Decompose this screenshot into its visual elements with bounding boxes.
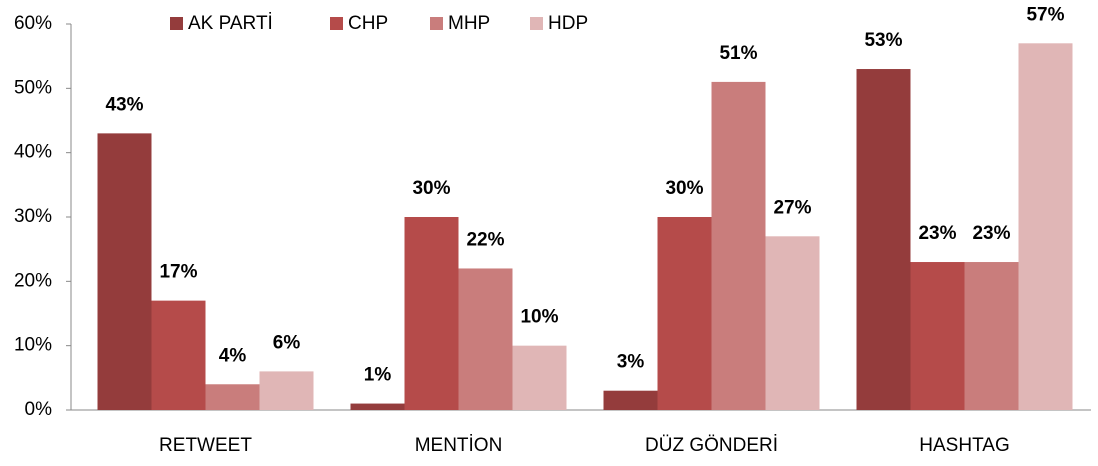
- x-tick-label: DÜZ GÖNDERİ: [645, 435, 778, 456]
- legend-swatch: [170, 17, 183, 30]
- bar: [657, 217, 712, 410]
- bar: [458, 268, 513, 410]
- x-tick-label: HASHTAG: [919, 435, 1009, 456]
- data-label: 51%: [719, 43, 757, 64]
- bar: [910, 262, 965, 410]
- x-tick-label: RETWEET: [159, 435, 252, 456]
- legend-label: MHP: [448, 13, 490, 34]
- bar: [711, 81, 766, 411]
- data-label: 27%: [773, 197, 811, 218]
- data-label: 57%: [1026, 4, 1064, 25]
- bar: [512, 345, 567, 410]
- data-label: 30%: [412, 178, 450, 199]
- bar: [97, 133, 152, 410]
- data-label: 3%: [617, 352, 645, 373]
- y-tick-label: 60%: [14, 13, 52, 34]
- legend-label: CHP: [348, 13, 388, 34]
- data-label: 10%: [520, 307, 558, 328]
- legend-swatch: [430, 17, 443, 30]
- data-label: 4%: [219, 345, 247, 366]
- data-label: 43%: [105, 94, 143, 115]
- data-label: 6%: [273, 332, 301, 353]
- bar: [404, 217, 459, 410]
- legend-swatch: [530, 17, 543, 30]
- legend-swatch: [330, 17, 343, 30]
- y-tick-label: 10%: [14, 335, 52, 356]
- data-label: 22%: [466, 229, 504, 250]
- y-tick-label: 50%: [14, 77, 52, 98]
- bar: [205, 384, 260, 410]
- y-tick-label: 20%: [14, 270, 52, 291]
- y-tick-label: 40%: [14, 142, 52, 163]
- bar: [350, 403, 405, 410]
- bar: [259, 371, 314, 410]
- data-label: 30%: [665, 178, 703, 199]
- y-tick-label: 0%: [25, 399, 53, 420]
- bar: [765, 236, 820, 410]
- y-tick-label: 30%: [14, 206, 52, 227]
- data-label: 23%: [918, 223, 956, 244]
- data-label: 1%: [364, 365, 392, 386]
- data-label: 53%: [864, 30, 902, 51]
- bar: [603, 390, 658, 410]
- legend-label: HDP: [548, 13, 588, 34]
- legend-label: AK PARTİ: [188, 13, 273, 34]
- bar: [856, 69, 911, 411]
- bar: [151, 300, 206, 410]
- bar: [964, 262, 1019, 410]
- bar: [1018, 43, 1073, 411]
- data-label: 17%: [159, 262, 197, 283]
- x-tick-label: MENTİON: [415, 435, 503, 456]
- data-label: 23%: [972, 223, 1010, 244]
